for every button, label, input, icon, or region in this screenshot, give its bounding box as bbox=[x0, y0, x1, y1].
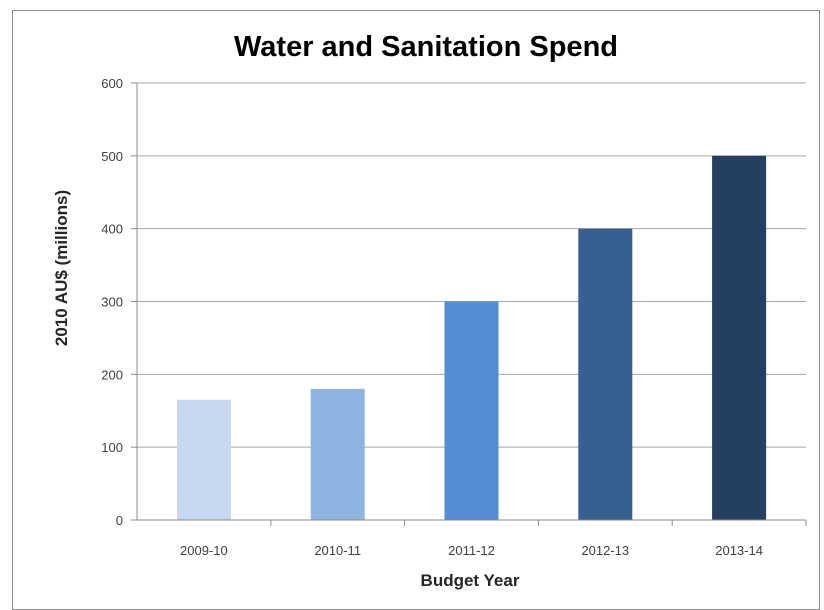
x-tick-label: 2013-14 bbox=[715, 543, 763, 558]
bar-2009-10 bbox=[176, 399, 231, 520]
chart-title: Water and Sanitation Spend bbox=[234, 31, 618, 63]
bar-2011-12 bbox=[444, 301, 499, 520]
x-tick-label: 2010-11 bbox=[314, 543, 361, 558]
chart-frame bbox=[12, 10, 820, 610]
bar-2013-14 bbox=[712, 155, 767, 521]
axes bbox=[136, 83, 806, 521]
x-tick-label: 2012-13 bbox=[581, 543, 629, 558]
y-tick-label: 500 bbox=[101, 149, 123, 164]
y-tick-label: 400 bbox=[101, 222, 123, 237]
y-tick-label: 300 bbox=[101, 295, 123, 310]
x-tick-label: 2011-12 bbox=[448, 543, 495, 558]
y-tick-label: 200 bbox=[101, 367, 123, 382]
x-axis-title: Budget Year bbox=[421, 571, 520, 590]
y-tick-label: 600 bbox=[101, 76, 123, 91]
y-axis-title: 2010 AU$ (millions) bbox=[52, 190, 71, 346]
y-tick-label: 0 bbox=[116, 513, 123, 528]
bar-2010-11 bbox=[310, 388, 365, 520]
x-tick-label: 2009-10 bbox=[180, 543, 228, 558]
bars bbox=[176, 155, 767, 521]
y-tick-label: 100 bbox=[101, 440, 123, 455]
x-tick-labels: 2009-10 2010-11 2011-12 2012-13 2013-14 bbox=[180, 520, 807, 558]
y-tick-labels: 0 100 200 300 400 500 600 bbox=[101, 76, 123, 528]
bar-chart: Water and Sanitation Spend 0 100 200 300 400… bbox=[52, 31, 807, 590]
bar-2012-13 bbox=[578, 228, 633, 520]
